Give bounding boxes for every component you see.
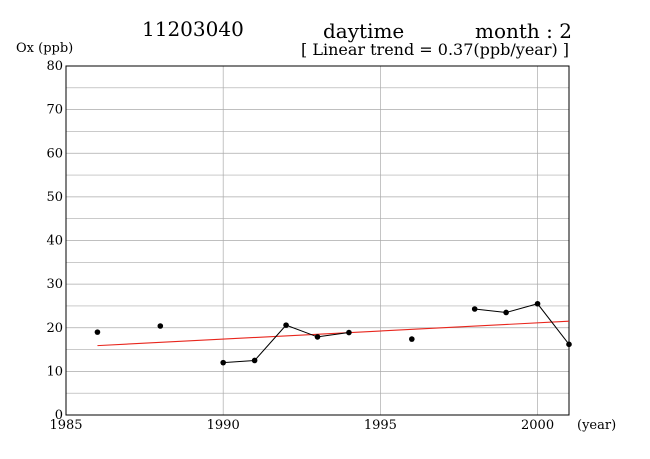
- y-tick-label: 60: [46, 146, 63, 161]
- y-tick-label: 20: [46, 321, 63, 336]
- x-tick-label: 1985: [49, 418, 82, 433]
- x-tick-label: 1990: [207, 418, 240, 433]
- x-axis-label: (year): [577, 418, 616, 433]
- data-point: [283, 322, 289, 328]
- x-tick-label: 1995: [364, 418, 397, 433]
- x-tick-labels: 1985 1990 1995 2000: [49, 418, 554, 433]
- y-tick-label: 70: [46, 103, 63, 118]
- series-line: [223, 324, 350, 364]
- y-tick-label: 50: [46, 190, 63, 205]
- y-tick-label: 0: [55, 408, 63, 423]
- period-label: daytime: [323, 19, 405, 43]
- y-tick-label: 10: [46, 364, 63, 379]
- station-id: 11203040: [142, 17, 244, 41]
- data-point: [314, 334, 321, 340]
- data-point: [157, 323, 164, 329]
- y-tick-label: 80: [46, 59, 63, 74]
- trend-line: [97, 320, 570, 347]
- data-point: [534, 300, 541, 307]
- month-label: month : 2: [475, 19, 572, 43]
- data-point: [409, 336, 415, 342]
- data-point: [346, 329, 352, 336]
- plot-frame: [65, 65, 570, 416]
- grid: [66, 66, 569, 415]
- data-point: [251, 357, 258, 364]
- series: [94, 300, 572, 366]
- data-point: [566, 341, 572, 348]
- y-tick-labels: 0 10 20 30 40 50 60 70 80: [46, 59, 63, 423]
- data-point: [220, 359, 226, 366]
- data-point: [471, 306, 478, 312]
- data-point: [94, 329, 101, 335]
- y-tick-label: 30: [46, 277, 63, 292]
- series-line: [474, 303, 570, 345]
- trend-label: [ Linear trend = 0.37(ppb/year) ]: [301, 40, 570, 59]
- y-tick-label: 40: [46, 234, 63, 249]
- data-point: [503, 309, 509, 316]
- trend-line-group: [97, 320, 570, 347]
- x-tick-label: 2000: [521, 418, 554, 433]
- y-axis-label: Ox (ppb): [16, 41, 73, 56]
